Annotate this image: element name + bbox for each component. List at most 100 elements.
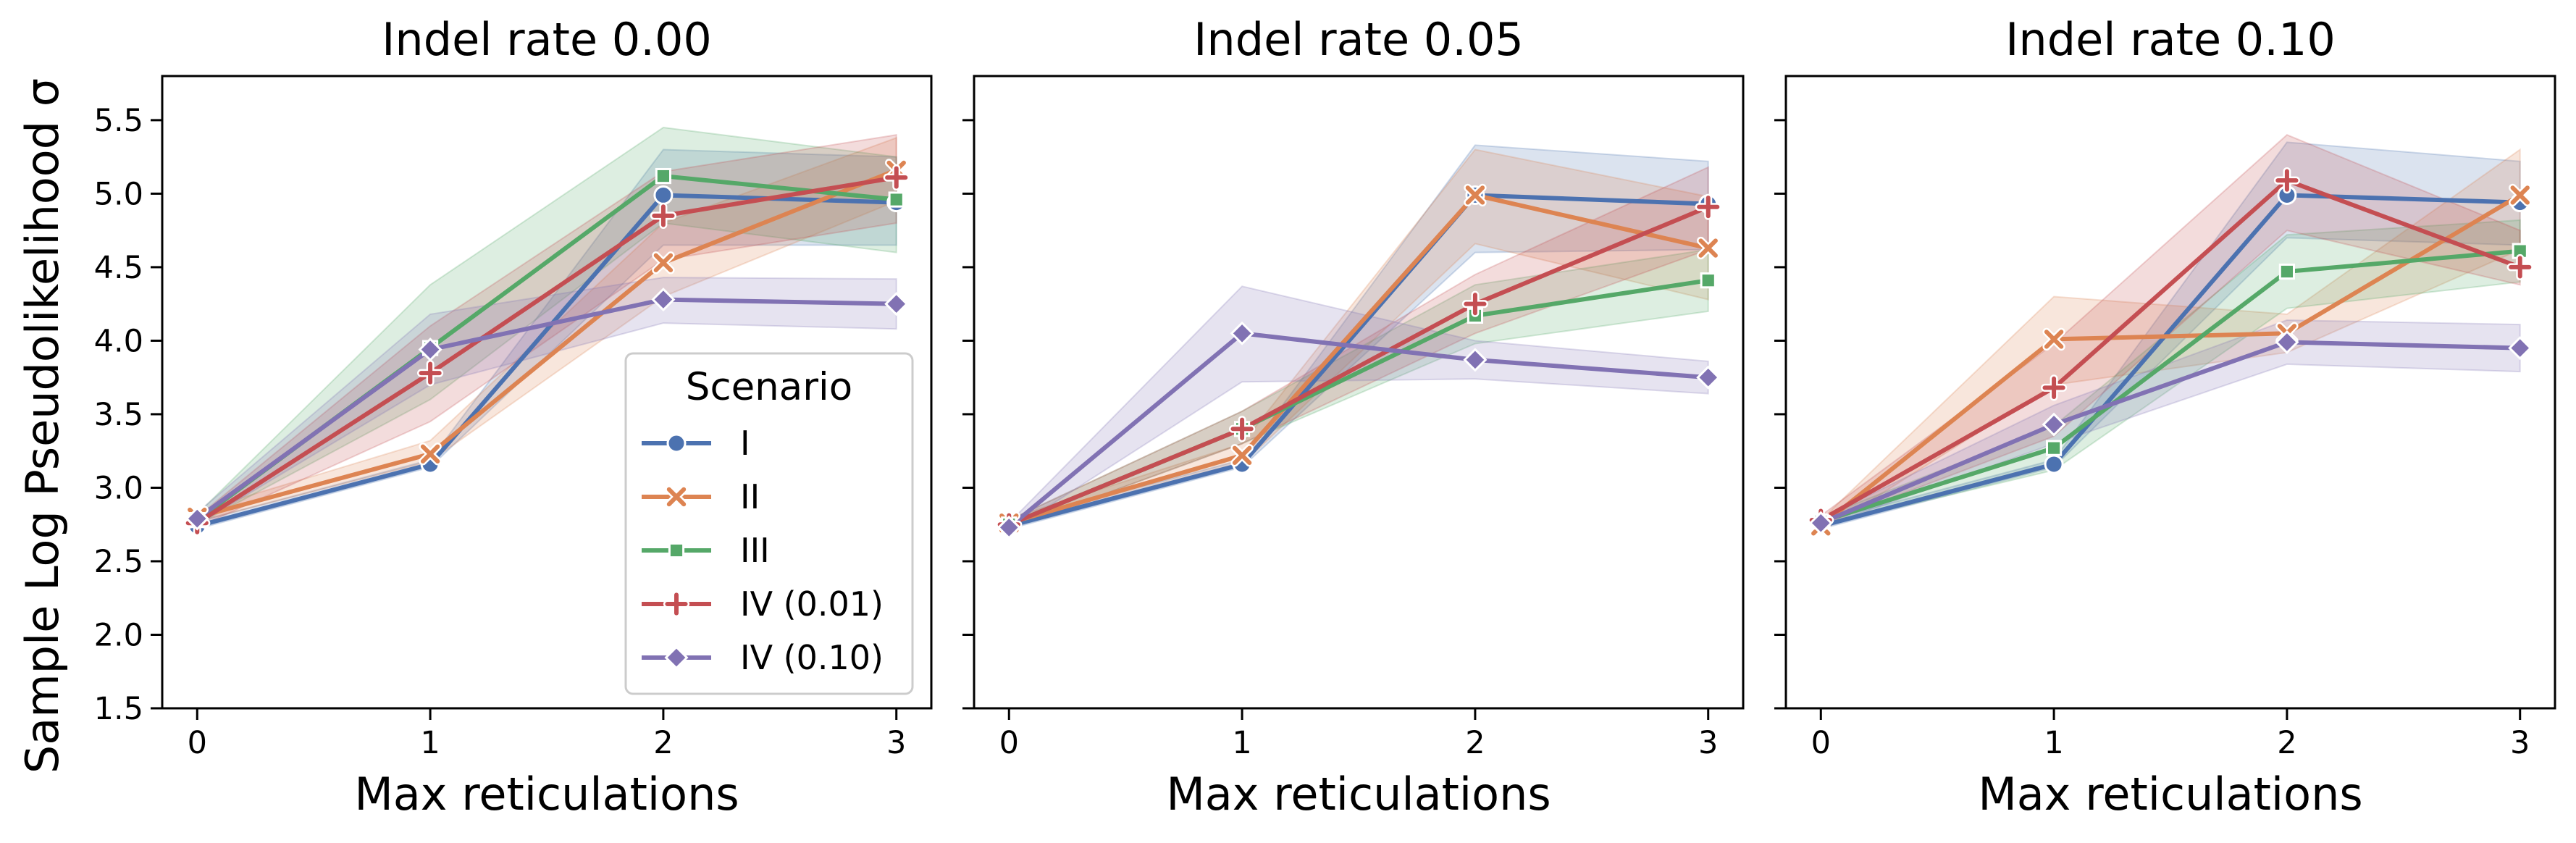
series-line bbox=[196, 175, 897, 525]
x-axis-label: Max reticulations bbox=[1978, 768, 2362, 821]
x-axis-label: Max reticulations bbox=[1166, 768, 1551, 821]
series-line bbox=[196, 168, 897, 519]
x-tick-label: 2 bbox=[1465, 725, 1485, 761]
data-point bbox=[1465, 185, 1485, 205]
series-lines bbox=[1819, 178, 2522, 529]
data-point bbox=[2508, 336, 2533, 361]
data-point bbox=[418, 337, 442, 362]
series-line bbox=[1008, 204, 1709, 527]
x-axis-label: Max reticulations bbox=[354, 768, 739, 821]
data-point bbox=[1698, 238, 1718, 258]
data-point bbox=[2278, 263, 2296, 280]
data-point bbox=[419, 361, 442, 385]
series-line bbox=[1819, 193, 2522, 528]
data-point bbox=[652, 204, 675, 227]
axis-ticks: 1.5 2.0 2.5 3.0 3.5 4.0 4.5 5.0 5.5 0 1 2 3 bbox=[94, 103, 907, 761]
data-point bbox=[1700, 272, 1716, 289]
panel-title: Indel rate 0.00 bbox=[382, 13, 712, 66]
panel-indel-0-10: Indel rate 0.10 Max reticulations 0 1 2 3 bbox=[1774, 13, 2556, 821]
series-markers bbox=[184, 159, 910, 537]
panel-title: Indel rate 0.10 bbox=[2005, 13, 2336, 66]
y-tick-label: 2.5 bbox=[94, 544, 143, 580]
data-point bbox=[888, 191, 905, 208]
confidence-bands bbox=[1008, 144, 1709, 534]
data-point bbox=[2045, 440, 2063, 456]
data-point bbox=[1696, 365, 1721, 390]
data-point bbox=[1463, 348, 1488, 372]
axis-ticks: 0 1 2 3 bbox=[1774, 119, 2530, 761]
plot-frame bbox=[973, 75, 1745, 710]
series-lines bbox=[1007, 193, 1709, 529]
legend-marker bbox=[668, 542, 685, 559]
data-point bbox=[651, 288, 676, 312]
x-tick-label: 1 bbox=[2044, 725, 2063, 761]
x-tick-label: 0 bbox=[999, 725, 1019, 761]
data-point bbox=[2509, 256, 2532, 279]
data-point bbox=[653, 185, 674, 205]
series-line bbox=[196, 297, 897, 521]
x-tick-label: 0 bbox=[188, 725, 207, 761]
series-line bbox=[1007, 331, 1708, 529]
x-tick-label: 3 bbox=[1698, 725, 1718, 761]
series-line bbox=[1820, 340, 2520, 525]
y-tick-label: 5.0 bbox=[94, 176, 143, 212]
legend-label: II bbox=[740, 477, 760, 516]
series-markers bbox=[996, 183, 1721, 540]
data-point bbox=[655, 167, 672, 185]
data-point bbox=[2510, 185, 2530, 205]
data-point bbox=[2275, 169, 2299, 192]
series-lines bbox=[196, 168, 897, 529]
y-tick-label: 5.5 bbox=[94, 103, 143, 139]
legend-label: IV (0.01) bbox=[740, 584, 884, 624]
y-tick-label: 3.5 bbox=[94, 397, 143, 433]
y-tick-label: 4.5 bbox=[94, 250, 143, 286]
confidence-bands bbox=[1820, 134, 2521, 534]
axis-ticks: 0 1 2 3 bbox=[962, 119, 1718, 761]
panel-indel-0-05: Indel rate 0.05 Max reticulations 0 1 2 3 bbox=[962, 13, 1745, 821]
legend-marker bbox=[664, 645, 689, 670]
x-tick-label: 3 bbox=[886, 725, 906, 761]
data-point bbox=[185, 506, 209, 531]
legend-marker bbox=[666, 487, 687, 507]
legend-label: III bbox=[740, 531, 770, 570]
x-tick-label: 3 bbox=[2510, 725, 2530, 761]
data-point bbox=[997, 515, 1021, 540]
series-line bbox=[1820, 193, 2520, 529]
plot-frame bbox=[1784, 75, 2556, 710]
legend-box bbox=[624, 352, 914, 695]
y-tick-label: 1.5 bbox=[94, 691, 143, 727]
data-point bbox=[1697, 196, 1720, 219]
x-tick-label: 0 bbox=[1811, 725, 1831, 761]
data-point bbox=[2042, 376, 2065, 400]
series-markers bbox=[1808, 167, 2533, 537]
data-point bbox=[1232, 445, 1252, 465]
series-line bbox=[1819, 178, 2521, 522]
y-tick-label: 2.0 bbox=[94, 617, 143, 653]
data-point bbox=[2044, 330, 2064, 349]
x-tick-label: 1 bbox=[420, 725, 440, 761]
y-tick-label: 3.0 bbox=[94, 470, 143, 506]
confidence-band bbox=[196, 127, 897, 526]
legend-label: IV (0.10) bbox=[740, 638, 884, 677]
confidence-band bbox=[1008, 285, 1709, 534]
data-point bbox=[2044, 454, 2064, 474]
data-point bbox=[1230, 417, 1254, 440]
plot-frame bbox=[161, 75, 933, 710]
data-point bbox=[653, 253, 674, 273]
series-line bbox=[1008, 193, 1709, 526]
data-point bbox=[1230, 321, 1254, 345]
legend-marker bbox=[666, 433, 687, 453]
data-point bbox=[1464, 293, 1487, 316]
x-tick-label: 2 bbox=[2277, 725, 2296, 761]
panel-title: Indel rate 0.05 bbox=[1193, 13, 1524, 66]
series-line bbox=[1820, 248, 2520, 524]
data-point bbox=[884, 292, 909, 316]
panel-indel-0-00: Indel rate 0.00 Max reticulations 1.5 2.0… bbox=[94, 13, 933, 821]
data-point bbox=[2275, 330, 2299, 354]
series-line bbox=[1008, 193, 1708, 529]
data-point bbox=[885, 166, 908, 189]
series-line bbox=[196, 193, 897, 529]
